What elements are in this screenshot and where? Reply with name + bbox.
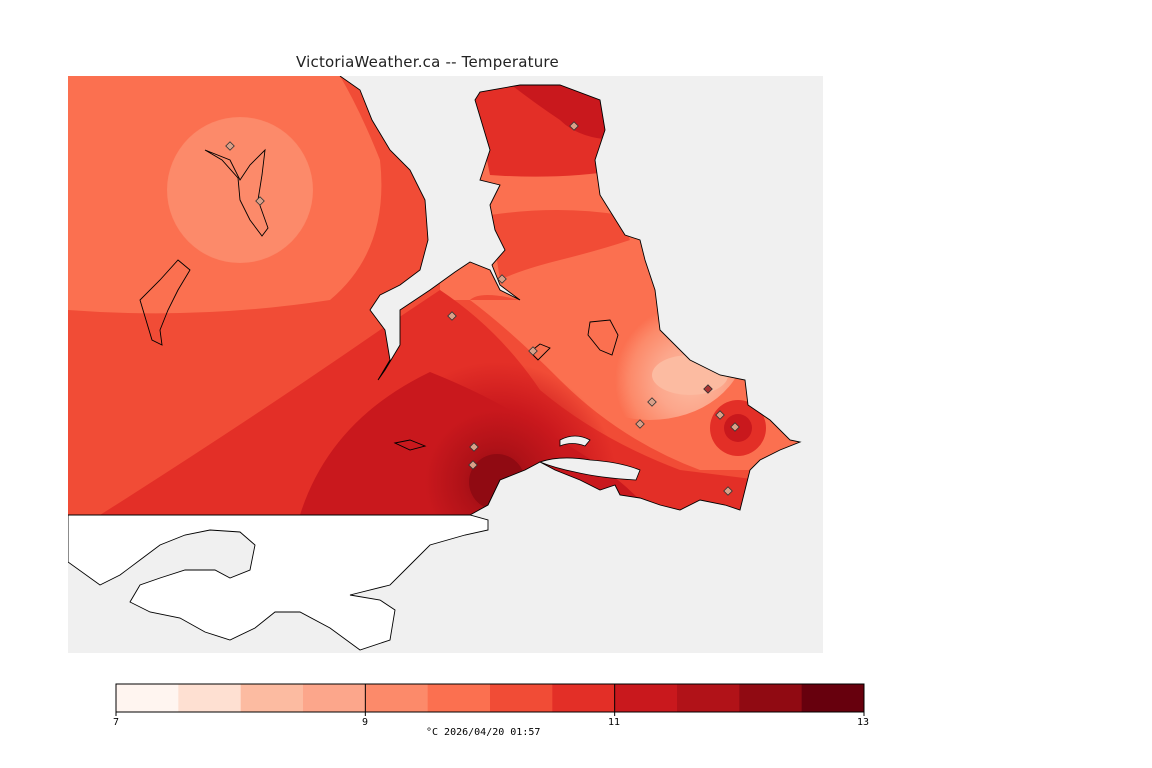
map-title: VictoriaWeather.ca -- Temperature xyxy=(296,53,559,71)
legend-swatch-6 xyxy=(490,684,553,712)
lake-sooke xyxy=(204,148,269,237)
harbour-water xyxy=(538,457,641,481)
legend-swatch-2 xyxy=(240,684,304,712)
legend-swatch-7 xyxy=(552,684,616,712)
tick-label-13: 13 xyxy=(856,717,870,728)
legend-swatch-10 xyxy=(739,684,803,712)
olympic-peninsula xyxy=(68,514,489,651)
legend-swatch-3 xyxy=(303,684,366,712)
color-scale-legend xyxy=(115,683,875,743)
legend-swatch-1 xyxy=(178,684,242,712)
legend-swatch-4 xyxy=(365,684,429,712)
tick-label-11: 11 xyxy=(607,717,621,728)
temperature-map[interactable] xyxy=(68,76,823,653)
harbour-inlet xyxy=(559,435,591,447)
lake-small xyxy=(529,343,551,361)
weather-stations xyxy=(225,121,740,496)
lake-west xyxy=(139,259,191,346)
legend-swatch-0 xyxy=(116,684,179,712)
legend-swatch-5 xyxy=(427,684,491,712)
legend-swatch-8 xyxy=(614,684,678,712)
tick-label-9: 9 xyxy=(361,717,369,728)
tick-label-7: 7 xyxy=(112,717,120,728)
legend-swatch-9 xyxy=(677,684,740,712)
lake-elk xyxy=(587,319,619,356)
legend-caption: °C 2026/04/20 01:57 xyxy=(426,727,541,738)
coastline xyxy=(339,76,802,516)
legend-swatch-11 xyxy=(801,684,865,712)
lake-langford xyxy=(393,439,427,451)
